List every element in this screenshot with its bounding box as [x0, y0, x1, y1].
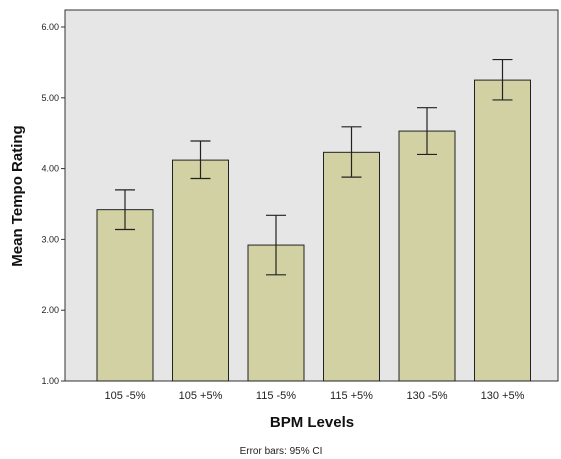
bar — [96, 209, 154, 382]
y-tick-label: 1.00 — [41, 376, 59, 386]
x-axis: 105 -5% 105 +5% 115 -5% 115 +5% 130 -5% 130 +… — [105, 390, 525, 402]
x-tick-label: 130 -5% — [407, 390, 448, 402]
bar — [398, 130, 456, 382]
x-tick-label: 130 +5% — [481, 390, 525, 402]
x-axis-title: BPM Levels — [270, 414, 354, 431]
x-tick-label: 115 +5% — [330, 390, 373, 402]
error-bars-group — [115, 58, 513, 276]
x-tick-label: 105 +5% — [179, 390, 223, 402]
x-tick-label: 115 -5% — [256, 390, 296, 402]
bar — [474, 79, 531, 382]
bar — [172, 159, 229, 382]
y-tick-label: 5.00 — [41, 93, 59, 103]
bar — [323, 151, 380, 382]
y-axis: 1.00 2.00 3.00 4.00 5.00 6.00 — [41, 22, 65, 386]
x-tick-label: 105 -5% — [105, 390, 146, 402]
y-tick-label: 2.00 — [41, 305, 59, 315]
y-axis-title: Mean Tempo Rating — [9, 125, 26, 266]
y-tick-label: 3.00 — [41, 234, 59, 244]
y-tick-label: 4.00 — [41, 164, 59, 174]
y-tick-label: 6.00 — [41, 22, 59, 32]
error-bars-footnote: Error bars: 95% CI — [240, 446, 323, 457]
